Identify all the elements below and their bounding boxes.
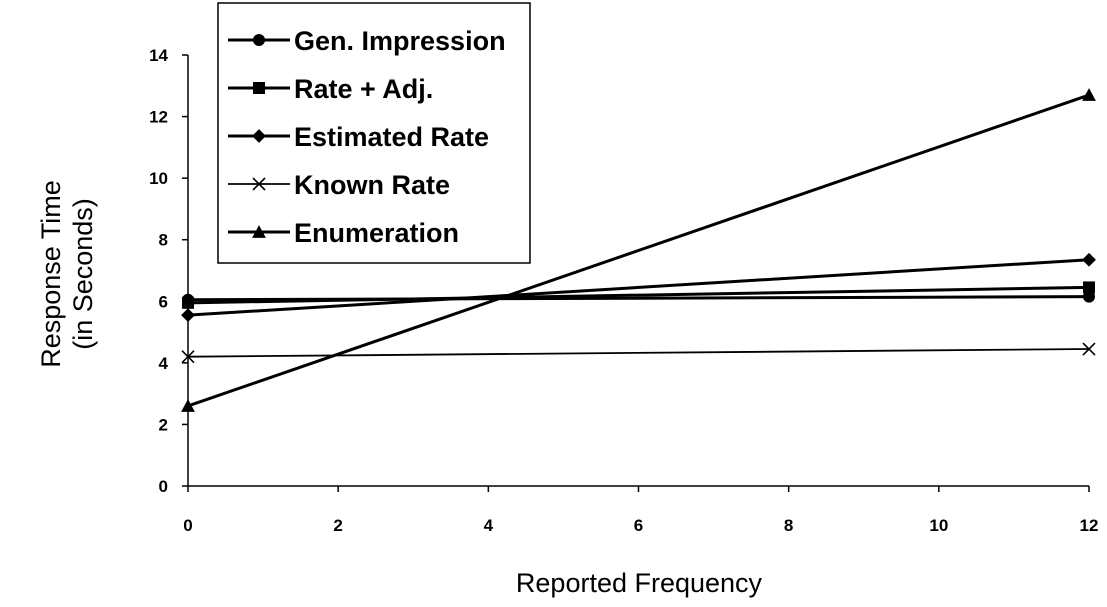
series-gen-impression [182,290,1095,306]
series-layer [181,88,1096,412]
data-point [181,399,195,412]
data-point [1082,88,1096,101]
y-tick-label: 12 [149,108,168,127]
data-point [1082,252,1096,267]
y-axis-title-line: (in Seconds) [68,198,98,350]
legend-label: Estimated Rate [294,122,489,152]
y-tick-label: 14 [149,46,168,65]
data-point [1083,281,1095,294]
data-point [1082,342,1096,356]
legend-marker [252,225,266,238]
legend-item: Gen. Impression [228,26,506,56]
legend-label: Rate + Adj. [294,74,433,104]
x-tick-label: 2 [333,516,342,535]
legend-item: Rate + Adj. [228,74,433,104]
x-tick-label: 0 [183,516,192,535]
y-axis-title: Response Time (in Seconds) [36,180,98,368]
series-line [187,93,1090,408]
legend-box [217,2,531,264]
series-line [187,348,1090,358]
y-axis-title-line: Response Time [36,180,66,368]
x-tick-label: 12 [1080,516,1099,535]
axes: 0 2 4 6 8 10 12 14 0 2 4 6 8 10 12 [149,46,1098,535]
data-point [182,296,194,309]
legend-label: Enumeration [294,218,459,248]
legend-item: Enumeration [228,218,459,248]
legend-marker [252,129,266,143]
data-point [1083,290,1095,303]
x-tick-label: 6 [634,516,643,535]
x-tick-label: 10 [929,516,948,535]
legend-marker [252,177,266,191]
series-estimated-rate [181,252,1096,323]
y-tick-label: 8 [159,231,168,250]
series-rate-adj [182,281,1095,309]
legend: Gen. Impression Rate + Adj. Estimated Rate… [217,2,531,264]
y-tick-label: 0 [159,477,168,496]
series-line [187,258,1090,317]
y-tick-label: 2 [159,415,168,434]
x-axis-title: Reported Frequency [516,568,763,598]
legend-item: Known Rate [228,170,450,200]
legend-marker [253,82,265,94]
legend-label: Known Rate [294,170,450,200]
legend-label: Gen. Impression [294,26,506,56]
legend-item: Estimated Rate [228,122,489,152]
y-tick-label: 10 [149,169,168,188]
y-tick-label: 6 [159,292,168,311]
x-tick-label: 8 [784,516,793,535]
y-tick-label: 4 [159,354,169,373]
series-enumeration [181,88,1096,412]
x-tick-label: 4 [484,516,494,535]
legend-marker [253,34,265,46]
data-point [181,308,195,323]
data-point [181,350,195,364]
series-line [187,285,1090,305]
